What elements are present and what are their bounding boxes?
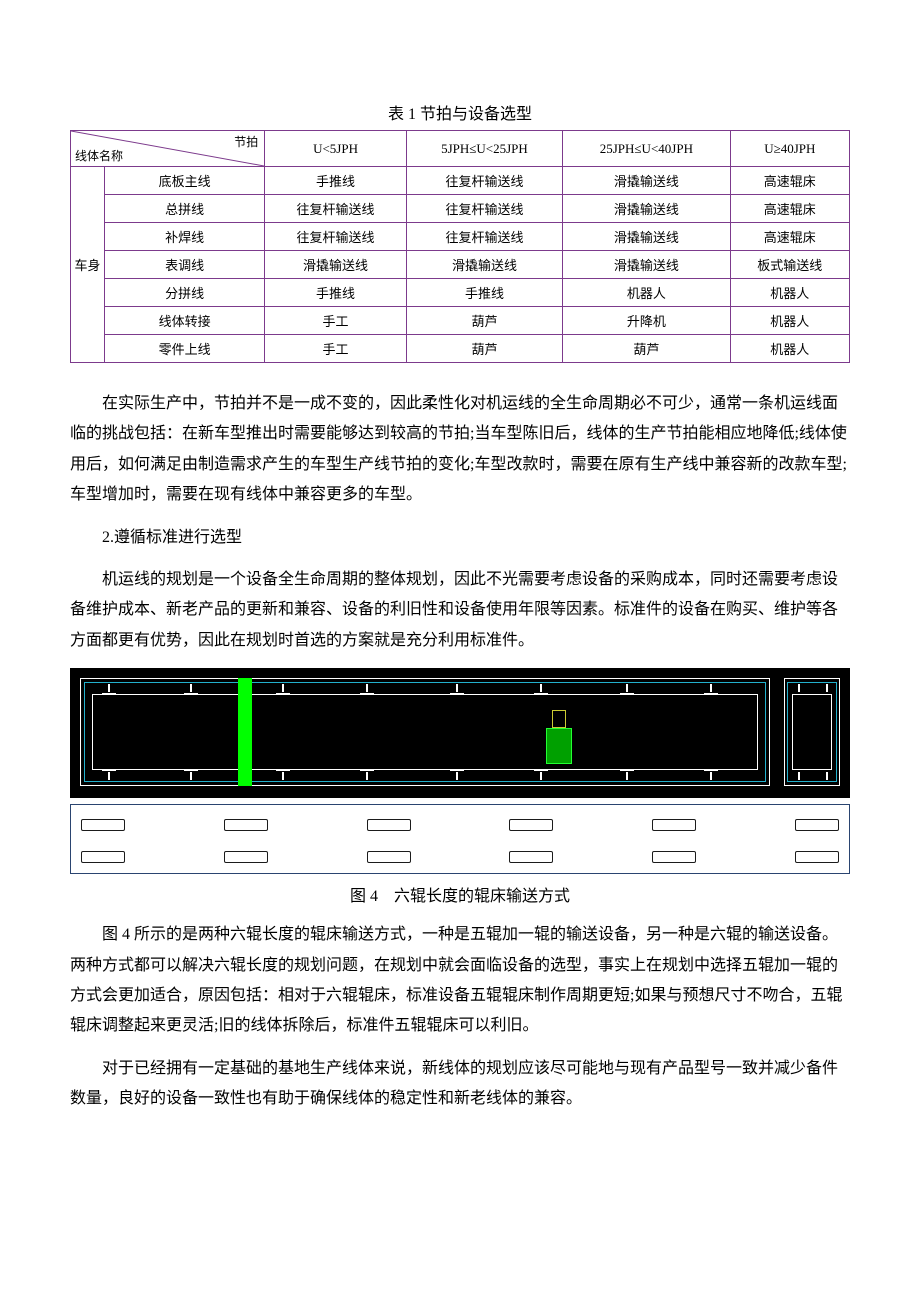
row3-c2: 滑撬输送线 bbox=[563, 251, 730, 279]
row1-c3: 高速辊床 bbox=[730, 195, 849, 223]
row5-c1: 葫芦 bbox=[406, 307, 562, 335]
skid-pad bbox=[367, 851, 411, 863]
row0-c3: 高速辊床 bbox=[730, 167, 849, 195]
skid-pad bbox=[224, 851, 268, 863]
row1-name: 总拼线 bbox=[105, 195, 265, 223]
row5-c3: 机器人 bbox=[730, 307, 849, 335]
skid-pad bbox=[509, 851, 553, 863]
row0-c1: 往复杆输送线 bbox=[406, 167, 562, 195]
row1-c1: 往复杆输送线 bbox=[406, 195, 562, 223]
row5-name: 线体转接 bbox=[105, 307, 265, 335]
row4-c1: 手推线 bbox=[406, 279, 562, 307]
skid-pad bbox=[509, 819, 553, 831]
skid-pad bbox=[81, 819, 125, 831]
row3-c3: 板式输送线 bbox=[730, 251, 849, 279]
table1-caption: 表 1 节拍与设备选型 bbox=[70, 100, 850, 124]
skid-pad bbox=[795, 819, 839, 831]
row4-c2: 机器人 bbox=[563, 279, 730, 307]
col-2: 25JPH≤U<40JPH bbox=[563, 131, 730, 167]
col-0: U<5JPH bbox=[265, 131, 407, 167]
heading-2: 2.遵循标准进行选型 bbox=[70, 523, 850, 553]
row6-c1: 葫芦 bbox=[406, 335, 562, 363]
row4-c0: 手推线 bbox=[265, 279, 407, 307]
equipment-table: 节拍 线体名称 U<5JPH 5JPH≤U<25JPH 25JPH≤U<40JP… bbox=[70, 130, 850, 363]
diag-bottom-label: 线体名称 bbox=[75, 147, 123, 164]
row4-c3: 机器人 bbox=[730, 279, 849, 307]
row3-c0: 滑撬输送线 bbox=[265, 251, 407, 279]
paragraph-1: 在实际生产中，节拍并不是一成不变的，因此柔性化对机运线的全生命周期必不可少，通常… bbox=[70, 389, 850, 511]
paragraph-4: 对于已经拥有一定基础的基地生产线体来说，新线体的规划应该尽可能地与现有产品型号一… bbox=[70, 1054, 850, 1115]
row6-c2: 葫芦 bbox=[563, 335, 730, 363]
row6-c3: 机器人 bbox=[730, 335, 849, 363]
col-1: 5JPH≤U<25JPH bbox=[406, 131, 562, 167]
row2-c1: 往复杆输送线 bbox=[406, 223, 562, 251]
figure-4-caption: 图 4 六辊长度的辊床输送方式 bbox=[70, 882, 850, 906]
row6-name: 零件上线 bbox=[105, 335, 265, 363]
skid-pad bbox=[367, 819, 411, 831]
row0-c2: 滑撬输送线 bbox=[563, 167, 730, 195]
row1-c2: 滑撬输送线 bbox=[563, 195, 730, 223]
row6-c0: 手工 bbox=[265, 335, 407, 363]
row5-c0: 手工 bbox=[265, 307, 407, 335]
col-3: U≥40JPH bbox=[730, 131, 849, 167]
diag-top-label: 节拍 bbox=[234, 133, 258, 150]
row2-c0: 往复杆输送线 bbox=[265, 223, 407, 251]
figure-4 bbox=[70, 668, 850, 874]
row0-c0: 手推线 bbox=[265, 167, 407, 195]
skid-pad bbox=[652, 851, 696, 863]
skid-pad bbox=[652, 819, 696, 831]
row1-c0: 往复杆输送线 bbox=[265, 195, 407, 223]
paragraph-3: 图 4 所示的是两种六辊长度的辊床输送方式，一种是五辊加一辊的输送设备，另一种是… bbox=[70, 920, 850, 1042]
row2-c2: 滑撬输送线 bbox=[563, 223, 730, 251]
row2-c3: 高速辊床 bbox=[730, 223, 849, 251]
figure-4-cad bbox=[70, 668, 850, 798]
row4-name: 分拼线 bbox=[105, 279, 265, 307]
row5-c2: 升降机 bbox=[563, 307, 730, 335]
rowgroup-label: 车身 bbox=[71, 167, 105, 363]
skid-pad bbox=[81, 851, 125, 863]
row3-name: 表调线 bbox=[105, 251, 265, 279]
skid-pad bbox=[224, 819, 268, 831]
figure-4-skids bbox=[70, 804, 850, 874]
row2-name: 补焊线 bbox=[105, 223, 265, 251]
skid-pad bbox=[795, 851, 839, 863]
row3-c1: 滑撬输送线 bbox=[406, 251, 562, 279]
paragraph-2: 机运线的规划是一个设备全生命周期的整体规划，因此不光需要考虑设备的采购成本，同时… bbox=[70, 565, 850, 656]
table-diag-header: 节拍 线体名称 bbox=[71, 131, 265, 167]
row0-name: 底板主线 bbox=[105, 167, 265, 195]
